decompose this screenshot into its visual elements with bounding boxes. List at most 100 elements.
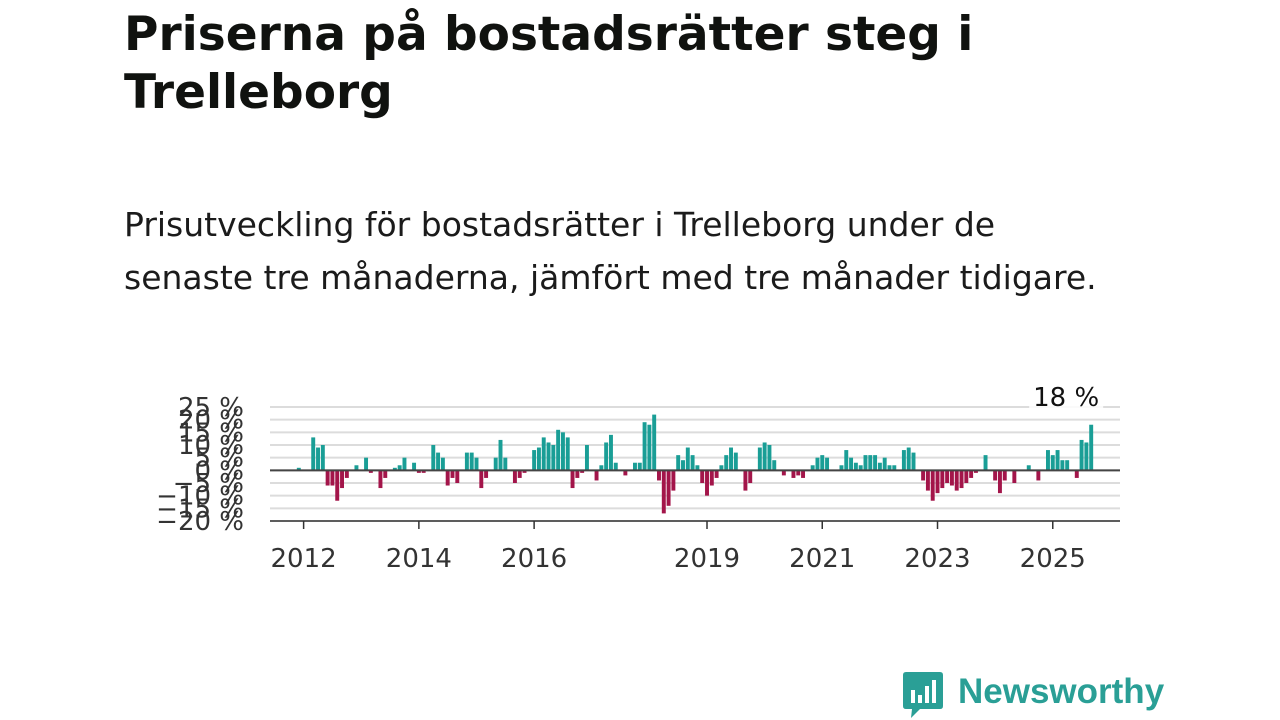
bar — [344, 470, 349, 478]
bar — [681, 460, 685, 471]
bar — [906, 447, 911, 471]
bar — [767, 445, 772, 471]
bar — [882, 457, 887, 471]
bar — [455, 470, 460, 483]
bar — [657, 470, 661, 481]
bar — [532, 450, 537, 471]
bar — [868, 455, 873, 471]
x-tick-label: 2014 — [386, 544, 452, 574]
y-tick-label: 5 % — [194, 444, 244, 474]
bar — [973, 470, 978, 473]
bar — [368, 470, 373, 473]
bar — [311, 437, 316, 471]
bar — [997, 470, 1002, 494]
bar — [450, 470, 455, 478]
bar — [436, 452, 441, 471]
bar — [801, 470, 806, 478]
newsworthy-logo-icon — [903, 672, 943, 718]
bar — [536, 447, 541, 471]
bar — [512, 470, 517, 483]
bar — [575, 470, 580, 478]
y-tick-label: −20 % — [156, 507, 244, 537]
bar — [815, 457, 820, 471]
newsworthy-logo: Newsworthy — [902, 670, 1164, 720]
bar — [695, 465, 700, 471]
bar — [402, 457, 407, 471]
bar — [954, 470, 959, 491]
bar — [1002, 470, 1007, 481]
y-tick-label: −5 % — [173, 469, 244, 499]
bar — [949, 470, 954, 486]
bar — [887, 465, 892, 471]
bar — [1026, 465, 1031, 471]
bar — [599, 465, 604, 471]
bar — [762, 442, 767, 471]
bar — [474, 457, 479, 471]
bar — [383, 470, 388, 478]
bar — [983, 455, 988, 471]
bar — [757, 447, 762, 471]
bar — [340, 470, 344, 489]
bar — [1079, 439, 1084, 471]
bar — [810, 465, 815, 471]
bar — [440, 457, 445, 471]
bar — [431, 445, 436, 471]
bar — [921, 470, 926, 481]
bar — [993, 470, 998, 481]
bar — [935, 470, 940, 494]
bar — [580, 470, 585, 473]
bar — [560, 432, 565, 471]
bar — [325, 470, 330, 486]
bar — [791, 470, 796, 478]
bar — [748, 470, 753, 483]
bar — [503, 457, 508, 471]
bar — [873, 455, 878, 471]
bar — [551, 445, 556, 471]
bar — [378, 470, 383, 489]
bar — [392, 467, 397, 471]
bar — [945, 470, 950, 483]
bar — [397, 465, 402, 471]
bar — [570, 470, 575, 489]
bar — [714, 470, 719, 478]
y-tick-label: 15 % — [178, 418, 244, 448]
bar — [445, 470, 450, 486]
bar — [858, 465, 863, 471]
bar — [772, 460, 777, 471]
bar — [825, 457, 830, 471]
bar — [676, 455, 681, 471]
bar — [733, 452, 738, 471]
bar — [1036, 470, 1041, 481]
bar — [565, 437, 570, 471]
bar — [642, 422, 647, 471]
bar — [863, 455, 868, 471]
page-title: Priserna på bostadsrätter steg i Trelleb… — [124, 7, 974, 120]
chart-gridlines — [270, 406, 1120, 522]
bar — [647, 424, 652, 471]
bar — [608, 434, 613, 471]
bar — [839, 465, 844, 471]
y-tick-label: 10 % — [178, 431, 244, 461]
bar — [637, 462, 642, 471]
bar — [354, 465, 359, 471]
bar — [493, 457, 498, 471]
bar — [464, 452, 469, 471]
bar — [1055, 450, 1060, 471]
bar — [613, 462, 618, 471]
bar — [700, 470, 705, 483]
bar — [479, 470, 484, 489]
y-axis-labels: −20 %−15 %−10 %−5 %0 %5 %10 %15 %20 %25 … — [156, 393, 244, 537]
bar — [853, 462, 858, 471]
bar — [685, 447, 690, 471]
bar — [364, 457, 369, 471]
bar — [925, 470, 930, 491]
bar — [517, 470, 522, 478]
bar — [335, 470, 340, 501]
bar — [892, 465, 897, 471]
bar — [877, 462, 882, 471]
bar — [330, 470, 335, 486]
bar — [969, 470, 974, 478]
bar — [1050, 455, 1055, 471]
bar — [416, 470, 421, 473]
bar — [964, 470, 969, 483]
